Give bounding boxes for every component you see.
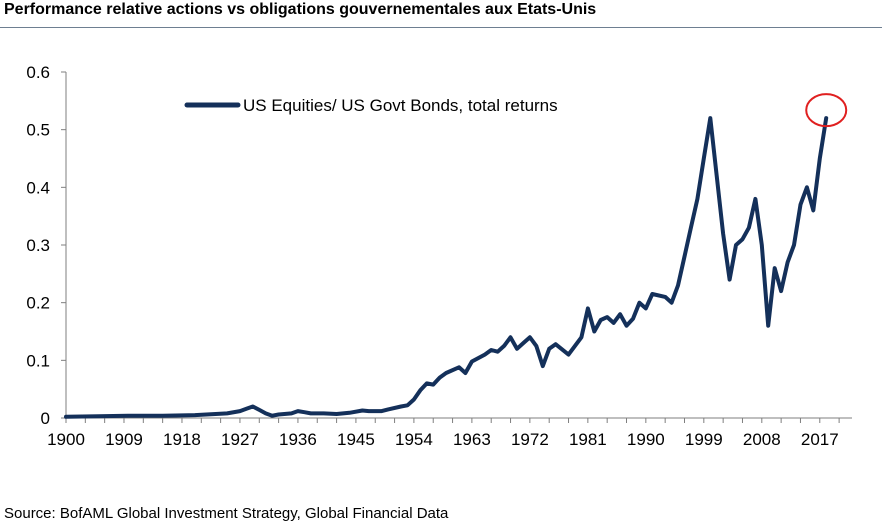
y-tick-label: 0.1 (26, 351, 50, 370)
title-divider (0, 27, 882, 28)
series-group (64, 116, 829, 419)
x-tick-label: 1981 (569, 430, 607, 449)
y-tick-label: 0.3 (26, 236, 50, 255)
legend-label: US Equities/ US Govt Bonds, total return… (243, 96, 558, 115)
x-tick-label: 1927 (221, 430, 259, 449)
y-tick-label: 0.5 (26, 121, 50, 140)
x-tick-label: 1900 (47, 430, 85, 449)
x-tick-label: 2017 (801, 430, 839, 449)
y-tick-label: 0.2 (26, 294, 50, 313)
annotations (805, 93, 848, 128)
x-tick-label: 1999 (685, 430, 723, 449)
x-tick-label: 1990 (627, 430, 665, 449)
x-tick-label: 1909 (105, 430, 143, 449)
x-tick-label: 1945 (337, 430, 375, 449)
x-tick-label: 1972 (511, 430, 549, 449)
x-tick-label: 2008 (743, 430, 781, 449)
y-tick-label: 0 (41, 409, 50, 428)
x-tick-label: 1963 (453, 430, 491, 449)
y-tick-label: 0.4 (26, 178, 50, 197)
y-tick-label: 0.6 (26, 63, 50, 82)
series-line-us-equities-vs-bonds (64, 116, 829, 419)
source-note: Source: BofAML Global Investment Strateg… (4, 505, 449, 522)
highlight-circle (805, 93, 848, 128)
axes: 0 0.1 0.2 0.3 0.4 0.5 0.6 1900 1909 1918 1927 1936 1… (26, 63, 852, 449)
x-tick-label: 1918 (163, 430, 201, 449)
x-tick-label: 1954 (395, 430, 433, 449)
chart-title: Performance relative actions vs obligati… (4, 1, 597, 18)
legend: US Equities/ US Govt Bonds, total return… (184, 96, 558, 115)
x-tick-label: 1936 (279, 430, 317, 449)
